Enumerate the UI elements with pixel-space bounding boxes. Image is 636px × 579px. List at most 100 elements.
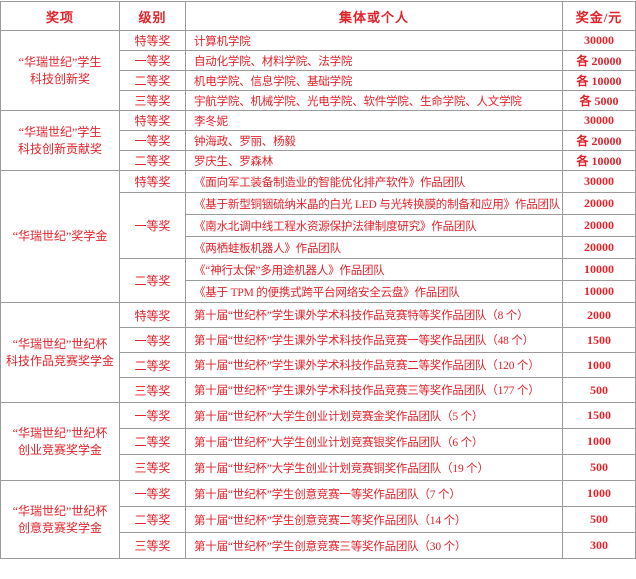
recipient-cell: 第十届“世纪杯”学生创意竞赛一等奖作品团队（7 个） xyxy=(185,480,563,507)
amount-cell: 1500 xyxy=(562,327,636,353)
level-cell: 特等奖 xyxy=(119,302,186,328)
award-label-line: 科技创新贡献奖 xyxy=(17,141,102,156)
recipient-cell: 第十届“世纪杯”学生创意竞赛二等奖作品团队（14 个） xyxy=(185,506,563,533)
level-cell: 二等奖 xyxy=(119,506,186,533)
amount-cell: 各 5000 xyxy=(562,90,636,111)
award-label-line: 创意竞赛奖学金 xyxy=(17,520,102,535)
award-cell: “华瑞世纪”世纪杯 创业竞赛奖学金 xyxy=(0,402,120,481)
table-row: 二等奖 第十届“世纪杯”学生创意竞赛二等奖作品团队（14 个） 500 xyxy=(1,506,636,533)
amount-cell: 各 10000 xyxy=(562,150,636,171)
award-cell: “华瑞世纪”学生 科技创新奖 xyxy=(0,30,120,111)
award-label-line: 科技作品竞赛奖学金 xyxy=(5,353,114,368)
table-row: “华瑞世纪”世纪杯 创业竞赛奖学金 一等奖 第十届“世纪杯”大学生创业计划竞赛金… xyxy=(0,402,636,481)
amount-cell: 各 20000 xyxy=(562,50,636,71)
amount-cell: 2000 xyxy=(562,302,636,328)
amount-cell: 30000 xyxy=(562,30,636,51)
recipient-cell: 第十届“世纪杯”学生课外学术科技作品竞赛特等奖作品团队（8 个） xyxy=(185,302,563,328)
table-row: 三等奖 第十届“世纪杯”学生创意竞赛三等奖作品团队（30 个） 300 xyxy=(1,532,636,559)
column-header-amount: 奖金/元 xyxy=(562,1,636,31)
amount-cell: 各 20000 xyxy=(562,130,636,151)
level-cell: 一等奖 xyxy=(119,192,186,259)
recipient-cell: 罗庆生、罗森林 xyxy=(185,150,563,171)
amount-cell: 20000 xyxy=(562,236,636,259)
recipient-cell: 宇航学院、机械学院、光电学院、软件学院、生命学院、人文学院 xyxy=(185,90,563,111)
amount-cell: 10000 xyxy=(562,258,636,281)
table-row: “华瑞世纪”学生 科技创新贡献奖 特等奖 李冬妮 30000 xyxy=(0,110,636,171)
recipient-cell: 第十届“世纪杯”大学生创业计划竞赛银奖作品团队（6 个） xyxy=(185,428,563,455)
award-cell: “华瑞世纪”世纪杯 科技作品竞赛奖学金 xyxy=(0,302,120,403)
recipient-cell: 第十届“世纪杯”学生课外学术科技作品竞赛二等奖作品团队（120 个） xyxy=(185,352,563,378)
level-cell: 二等奖 xyxy=(119,258,186,303)
recipient-cell: 《“神行太保”多用途机器人》作品团队 xyxy=(185,258,563,281)
recipient-cell: 第十届“世纪杯”大学生创业计划竞赛铜奖作品团队（19 个） xyxy=(185,454,563,481)
header-row: 奖项 级别 集体或个人 奖金/元 xyxy=(0,1,636,31)
amount-cell: 300 xyxy=(562,532,636,559)
recipient-cell: 《基于新型铜铟硫纳米晶的白光 LED 与光转换膜的制备和应用》作品团队 xyxy=(185,192,563,215)
level-cell: 一等奖 xyxy=(119,327,186,353)
recipient-cell: 李冬妮 xyxy=(185,110,563,131)
amount-cell: 30000 xyxy=(562,110,636,131)
column-header-level: 级别 xyxy=(119,1,186,31)
table-row: “华瑞世纪”世纪杯 科技作品竞赛奖学金 特等奖 第十届“世纪杯”学生课外学术科技… xyxy=(0,302,636,403)
amount-cell: 500 xyxy=(562,377,636,403)
level-cell: 二等奖 xyxy=(119,150,186,171)
amount-cell: 10000 xyxy=(562,280,636,303)
recipient-cell: 《南水北调中线工程水资源保护法律制度研究》作品团队 xyxy=(185,214,563,237)
award-table: 奖项 级别 集体或个人 奖金/元 “华瑞世纪”学生 科技创新奖 特等奖 计算机学… xyxy=(0,1,636,559)
award-cell: “华瑞世纪”世纪杯 创意竞赛奖学金 xyxy=(0,480,120,559)
award-label-line: “华瑞世纪”学生 xyxy=(18,124,102,139)
level-cell: 三等奖 xyxy=(119,454,186,481)
column-header-award: 奖项 xyxy=(0,1,120,31)
amount-cell: 1500 xyxy=(562,402,636,429)
recipient-cell: 第十届“世纪杯”学生创意竞赛三等奖作品团队（30 个） xyxy=(185,532,563,559)
recipient-cell: 第十届“世纪杯”学生课外学术科技作品竞赛三等奖作品团队（177 个） xyxy=(185,377,563,403)
level-cell: 一等奖 xyxy=(119,480,186,507)
amount-cell: 1000 xyxy=(562,428,636,455)
recipient-cell: 钟海政、罗丽、杨毅 xyxy=(185,130,563,151)
level-cell: 二等奖 xyxy=(119,428,186,455)
table-row: 二等奖 第十届“世纪杯”大学生创业计划竞赛银奖作品团队（6 个） 1000 xyxy=(1,428,636,455)
level-cell: 三等奖 xyxy=(119,377,186,403)
amount-cell: 20000 xyxy=(562,214,636,237)
amount-cell: 1000 xyxy=(562,480,636,507)
table-row: “华瑞世纪”奖学金 特等奖 《面向军工装备制造业的智能优化排产软件》作品团队 3… xyxy=(0,170,636,303)
amount-cell: 500 xyxy=(562,506,636,533)
level-cell: 三等奖 xyxy=(119,532,186,559)
award-cell: “华瑞世纪”学生 科技创新贡献奖 xyxy=(0,110,120,171)
level-cell: 特等奖 xyxy=(119,110,186,131)
recipient-cell: 第十届“世纪杯”学生课外学术科技作品竞赛一等奖作品团队（48 个） xyxy=(185,327,563,353)
column-header-recipient: 集体或个人 xyxy=(185,1,563,31)
award-label-line: “华瑞世纪”学生 xyxy=(18,54,102,69)
award-label-line: “华瑞世纪”世纪杯 xyxy=(12,425,108,440)
amount-cell: 500 xyxy=(562,454,636,481)
recipient-cell: 《面向军工装备制造业的智能优化排产软件》作品团队 xyxy=(185,170,563,193)
table-row: 二等奖 第十届“世纪杯”学生课外学术科技作品竞赛二等奖作品团队（120 个） 1… xyxy=(1,352,636,378)
award-label-line: 科技创新奖 xyxy=(29,71,90,86)
award-label-line: “华瑞世纪”奖学金 xyxy=(12,229,108,243)
level-cell: 一等奖 xyxy=(119,50,186,71)
recipient-cell: 《基于 TPM 的便携式跨平台网络安全云盘》作品团队 xyxy=(185,280,563,303)
recipient-cell: 计算机学院 xyxy=(185,30,563,51)
recipient-cell: 自动化学院、材料学院、法学院 xyxy=(185,50,563,71)
amount-cell: 1000 xyxy=(562,352,636,378)
table-row: 《基于 TPM 的便携式跨平台网络安全云盘》作品团队 10000 xyxy=(1,280,636,303)
level-cell: 二等奖 xyxy=(119,352,186,378)
recipient-cell: 机电学院、信息学院、基础学院 xyxy=(185,70,563,91)
award-label-line: 创业竞赛奖学金 xyxy=(17,442,102,457)
level-cell: 特等奖 xyxy=(119,170,186,193)
recipient-cell: 第十届“世纪杯”大学生创业计划竞赛金奖作品团队（5 个） xyxy=(185,402,563,429)
table-row: 《南水北调中线工程水资源保护法律制度研究》作品团队 20000 xyxy=(1,214,636,237)
table-row: 二等奖 机电学院、信息学院、基础学院 各 10000 xyxy=(1,70,636,91)
award-cell: “华瑞世纪”奖学金 xyxy=(0,170,120,303)
award-label-line: “华瑞世纪”世纪杯 xyxy=(12,336,108,351)
level-cell: 一等奖 xyxy=(119,402,186,429)
table-row: “华瑞世纪”学生 科技创新奖 特等奖 计算机学院 30000 xyxy=(0,30,636,111)
amount-cell: 20000 xyxy=(562,192,636,215)
level-cell: 三等奖 xyxy=(119,90,186,111)
table-row: 二等奖 罗庆生、罗森林 各 10000 xyxy=(1,150,636,171)
level-cell: 特等奖 xyxy=(119,30,186,51)
level-cell: 一等奖 xyxy=(119,130,186,151)
award-label-line: “华瑞世纪”世纪杯 xyxy=(12,503,108,518)
table-row: 一等奖 第十届“世纪杯”学生课外学术科技作品竞赛一等奖作品团队（48 个） 15… xyxy=(1,327,636,353)
recipient-cell: 《两栖蛙板机器人》作品团队 xyxy=(185,236,563,259)
